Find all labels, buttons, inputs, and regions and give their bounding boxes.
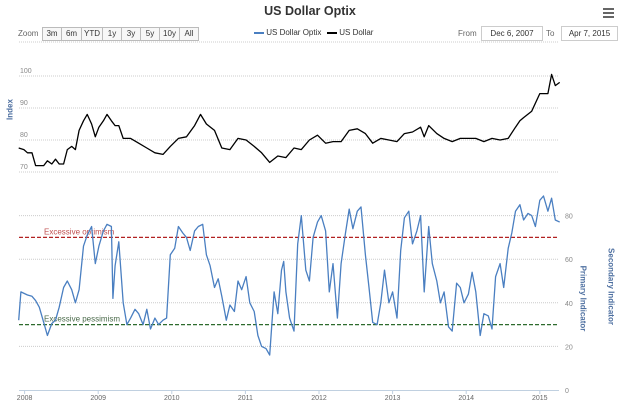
- y-tick-label-top: 100: [20, 68, 32, 75]
- x-tick-label: 2015: [532, 395, 548, 402]
- y-axis-title-primary: Primary Indicator: [578, 265, 588, 332]
- zoom-6m-button[interactable]: 6m: [61, 27, 82, 41]
- y-tick-label-top: 80: [20, 132, 28, 139]
- plot-line-label: Excessive pessimism: [44, 315, 120, 324]
- zoom-all-button[interactable]: All: [179, 27, 199, 41]
- zoom-10y-button[interactable]: 10y: [159, 27, 180, 41]
- legend-item-optix[interactable]: US Dollar Optix: [254, 28, 321, 37]
- y-tick-label-bottom: 80: [565, 214, 573, 221]
- y-tick-label-bottom: 20: [565, 344, 573, 351]
- y-tick-label-bottom: 60: [565, 257, 573, 264]
- chart-title: US Dollar Optix: [264, 4, 356, 18]
- y-tick-label-bottom: 40: [565, 301, 573, 308]
- legend-label-dollar: US Dollar: [339, 28, 374, 37]
- to-date-input[interactable]: Apr 7, 2015: [561, 26, 618, 41]
- legend-item-dollar[interactable]: US Dollar: [327, 28, 373, 37]
- zoom-ytd-button[interactable]: YTD: [81, 27, 103, 41]
- zoom-3y-button[interactable]: 3y: [121, 27, 141, 41]
- legend-swatch-dollar: [327, 31, 337, 34]
- zoom-5y-button[interactable]: 5y: [140, 27, 160, 41]
- hamburger-menu-icon[interactable]: [603, 8, 614, 18]
- x-tick-label: 2011: [238, 395, 253, 402]
- zoom-3m-button[interactable]: 3m: [42, 27, 62, 41]
- y-axis-title-secondary: Secondary Indicator: [606, 248, 616, 325]
- x-tick-label: 2008: [17, 395, 33, 402]
- y-axis-title-index: Index: [5, 99, 15, 120]
- series-line-us-dollar: [18, 73, 561, 167]
- from-date-input[interactable]: Dec 6, 2007: [481, 26, 543, 41]
- x-tick-label: 2009: [90, 395, 106, 402]
- from-label: From: [458, 29, 477, 38]
- x-tick-label: 2013: [385, 395, 401, 402]
- legend-label-optix: US Dollar Optix: [266, 28, 322, 37]
- x-tick-label: 2012: [311, 395, 327, 402]
- y-tick-label-top: 70: [20, 164, 28, 171]
- plot-line-label: Excessive optimism: [44, 227, 115, 236]
- zoom-1y-button[interactable]: 1y: [102, 27, 122, 41]
- x-tick-label: 2010: [164, 395, 180, 402]
- zoom-label: Zoom: [18, 29, 39, 38]
- series-line-us-dollar-optix: [18, 195, 560, 356]
- y-tick-label-bottom: 0: [565, 388, 569, 395]
- legend-swatch-optix: [254, 31, 264, 34]
- y-tick-label-top: 90: [20, 100, 28, 107]
- x-tick-label: 2014: [458, 395, 474, 402]
- to-label: To: [546, 29, 555, 38]
